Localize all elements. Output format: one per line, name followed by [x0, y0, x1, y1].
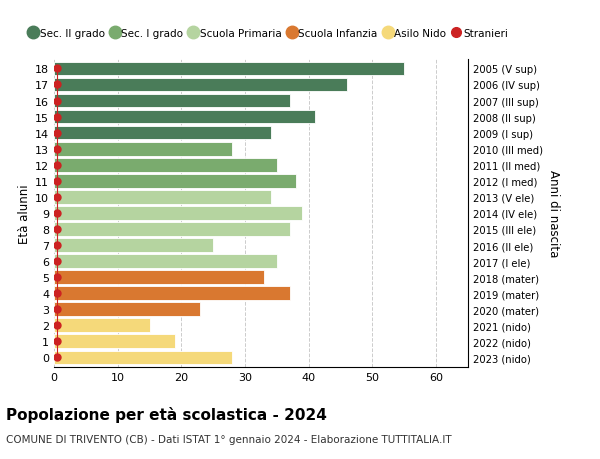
Y-axis label: Anni di nascita: Anni di nascita [547, 170, 560, 257]
Bar [54, 351, 232, 364]
Bar [54, 223, 290, 236]
Bar [54, 239, 213, 252]
Bar [54, 174, 296, 188]
Bar [54, 62, 404, 76]
Bar [54, 95, 290, 108]
Bar [54, 287, 290, 300]
Bar [54, 190, 271, 204]
Bar [54, 127, 271, 140]
Text: Popolazione per età scolastica - 2024: Popolazione per età scolastica - 2024 [6, 406, 327, 422]
Text: COMUNE DI TRIVENTO (CB) - Dati ISTAT 1° gennaio 2024 - Elaborazione TUTTITALIA.I: COMUNE DI TRIVENTO (CB) - Dati ISTAT 1° … [6, 434, 452, 444]
Bar [54, 271, 264, 284]
Legend: Sec. II grado, Sec. I grado, Scuola Primaria, Scuola Infanzia, Asilo Nido, Stran: Sec. II grado, Sec. I grado, Scuola Prim… [26, 25, 512, 43]
Bar [54, 255, 277, 269]
Bar [54, 303, 200, 316]
Bar [54, 143, 232, 156]
Bar [54, 78, 347, 92]
Bar [54, 111, 315, 124]
Bar [54, 335, 175, 348]
Y-axis label: Età alunni: Età alunni [18, 184, 31, 243]
Bar [54, 319, 149, 332]
Bar [54, 158, 277, 172]
Bar [54, 207, 302, 220]
